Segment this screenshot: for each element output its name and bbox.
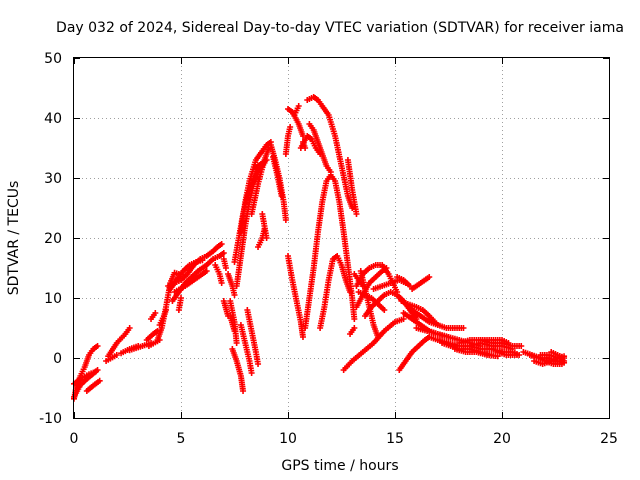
data-point bbox=[261, 226, 268, 232]
data-point bbox=[225, 313, 232, 319]
data-point bbox=[220, 250, 227, 256]
data-point bbox=[295, 103, 302, 109]
data-point bbox=[353, 211, 360, 217]
data-point bbox=[199, 257, 206, 264]
data-point bbox=[445, 334, 452, 340]
y-tick-label: 50 bbox=[44, 51, 62, 67]
data-point bbox=[513, 352, 520, 358]
x-tick-label: 0 bbox=[70, 431, 79, 447]
grid bbox=[74, 58, 609, 418]
data-point bbox=[383, 265, 390, 271]
data-point bbox=[287, 124, 294, 130]
data-point bbox=[400, 316, 407, 322]
chart-title: Day 032 of 2024, Sidereal Day-to-day VTE… bbox=[56, 20, 624, 36]
data-point bbox=[218, 241, 225, 247]
data-point bbox=[351, 316, 358, 322]
y-tick-label: -10 bbox=[39, 411, 62, 427]
data-point bbox=[218, 280, 225, 286]
data-point bbox=[351, 325, 358, 331]
data-point bbox=[561, 355, 568, 361]
data-point bbox=[203, 268, 210, 274]
axis-ticks: 0 5 10 15 20 25 -10 0 10 20 30 40 50 bbox=[39, 51, 618, 447]
data-point bbox=[152, 310, 159, 316]
data-point bbox=[426, 274, 433, 280]
data-point bbox=[163, 307, 170, 313]
data-point bbox=[381, 307, 388, 313]
data-point bbox=[255, 361, 262, 367]
x-tick-label: 5 bbox=[177, 431, 186, 447]
data-point bbox=[460, 325, 467, 331]
data-point bbox=[92, 368, 99, 375]
x-tick-label: 15 bbox=[386, 431, 404, 447]
data-point bbox=[259, 211, 266, 217]
data-point bbox=[240, 388, 247, 394]
data-point bbox=[278, 193, 285, 199]
data-series-sdtvar bbox=[71, 94, 568, 402]
data-point bbox=[96, 377, 103, 384]
x-tick-label: 10 bbox=[279, 431, 297, 447]
data-point bbox=[558, 361, 565, 367]
y-tick-label: 40 bbox=[44, 111, 62, 127]
data-point bbox=[434, 322, 441, 328]
data-point bbox=[299, 334, 306, 340]
data-point bbox=[126, 325, 133, 331]
data-point bbox=[178, 295, 184, 301]
x-axis-label: GPS time / hours bbox=[281, 458, 398, 474]
y-tick-label: 30 bbox=[44, 171, 62, 187]
plot-frame bbox=[73, 57, 610, 419]
data-point bbox=[505, 340, 512, 346]
data-point bbox=[222, 265, 229, 271]
data-point bbox=[233, 340, 240, 346]
x-tick-label: 25 bbox=[600, 431, 618, 447]
data-point bbox=[248, 370, 255, 376]
data-point bbox=[518, 343, 525, 349]
x-tick-label: 20 bbox=[493, 431, 511, 447]
data-point bbox=[94, 343, 101, 349]
data-point bbox=[231, 328, 238, 334]
data-point bbox=[113, 352, 120, 358]
y-tick-label: 0 bbox=[53, 351, 62, 367]
y-tick-label: 10 bbox=[44, 291, 62, 307]
data-point bbox=[282, 217, 289, 223]
y-axis-label: SDTVAR / TECUs bbox=[6, 181, 22, 296]
y-tick-label: 20 bbox=[44, 231, 62, 247]
data-point bbox=[347, 289, 354, 295]
data-point bbox=[231, 292, 238, 298]
